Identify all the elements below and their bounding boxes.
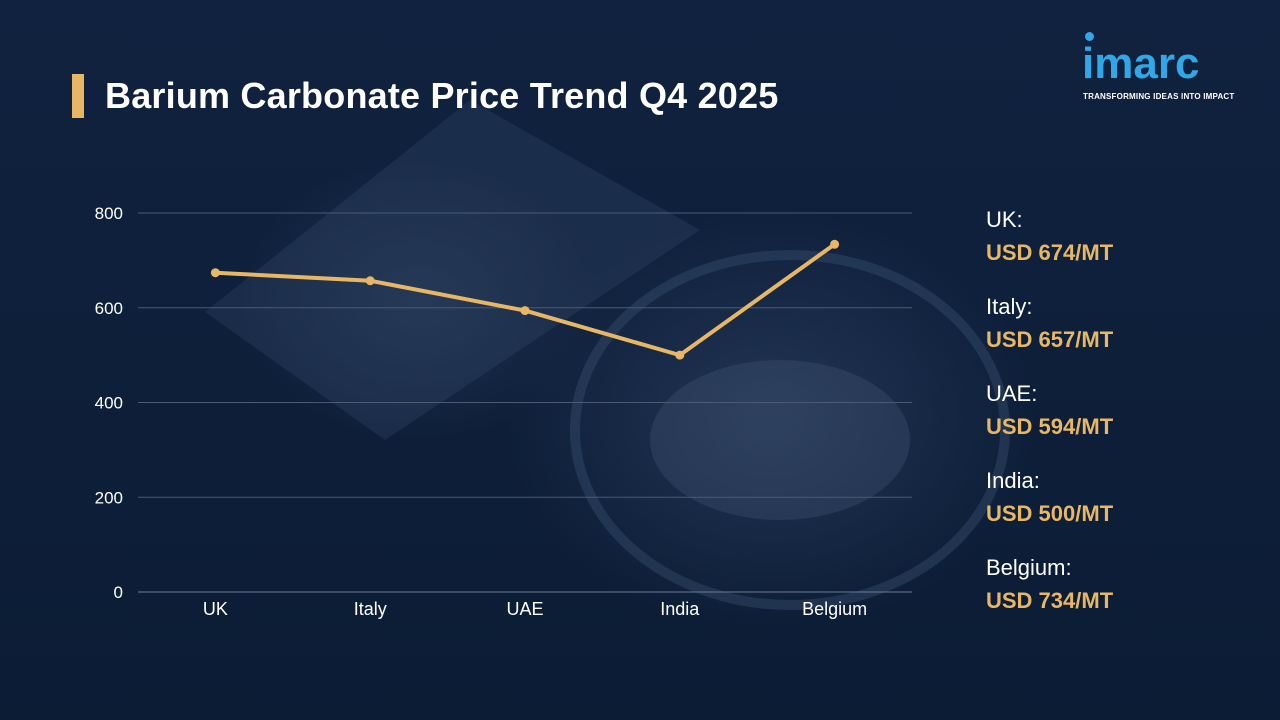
legend-country: India: [986,468,1040,493]
legend-item-uae: UAE: USD 594/MT [986,380,1113,467]
x-tick-label: UK [203,599,228,619]
y-tick-label: 200 [95,488,123,507]
legend-country: Italy: [986,294,1033,319]
series-line [215,242,836,358]
legend-item-uk: UK: USD 674/MT [986,206,1113,293]
data-point [210,268,220,278]
legend-country: Belgium: [986,555,1072,580]
logo-wordmark: imarc [1082,39,1200,88]
data-point [675,350,685,360]
x-tick-label: Italy [354,599,387,619]
page-title: Barium Carbonate Price Trend Q4 2025 [105,75,779,116]
imarc-logo: imarc TRANSFORMING IDEAS INTO IMPACT [1082,32,1248,104]
legend-price: USD 500/MT [986,501,1114,526]
data-point [520,306,530,316]
y-tick-label: 0 [114,583,123,602]
title-accent-bar [72,74,84,118]
logo-dot [1085,32,1094,41]
x-tick-label: UAE [506,599,543,619]
x-tick-label: India [660,599,700,619]
legend-price: USD 657/MT [986,327,1114,352]
y-tick-label: 400 [95,394,123,413]
x-tick-label: Belgium [802,599,867,619]
legend-item-italy: Italy: USD 657/MT [986,293,1113,380]
price-line-chart: 0 200 400 600 800 UK Italy UAE India Belgium [95,204,912,619]
legend-item-belgium: Belgium: USD 734/MT [986,554,1113,641]
price-legend: UK: USD 674/MT Italy: USD 657/MT UAE: US… [986,206,1113,641]
data-point [365,276,375,286]
legend-price: USD 674/MT [986,240,1114,265]
legend-country: UK: [986,207,1023,232]
y-tick-label: 800 [95,204,123,223]
legend-country: UAE: [986,381,1038,406]
logo-tagline: TRANSFORMING IDEAS INTO IMPACT [1083,92,1235,101]
legend-price: USD 594/MT [986,414,1114,439]
legend-price: USD 734/MT [986,588,1114,613]
data-point [830,239,840,249]
legend-item-india: India: USD 500/MT [986,467,1113,554]
y-tick-label: 600 [95,299,123,318]
